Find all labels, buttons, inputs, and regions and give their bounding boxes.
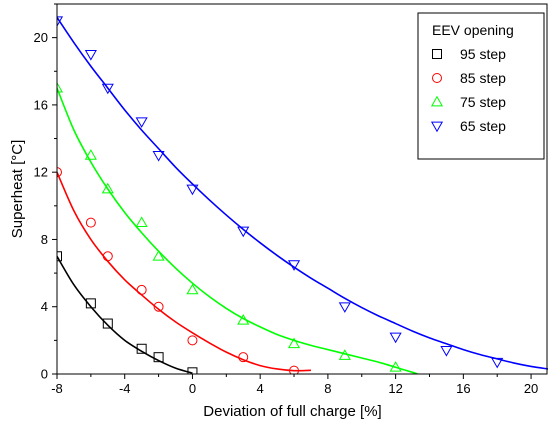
data-point-65-step-8 (338, 302, 351, 313)
data-area (57, 16, 548, 374)
fit-curve-65-step (57, 17, 548, 370)
data-point-65-step-0 (57, 16, 64, 28)
y-axis-title: Superheat [°C] (9, 140, 26, 239)
data-point-75-step-1 (84, 149, 97, 160)
series-85-step (57, 167, 311, 374)
data-point-85-step-4 (153, 301, 164, 312)
x-tick-label-3: 4 (257, 381, 264, 396)
data-point-65-step-9 (389, 332, 402, 344)
y-tick-label-1: 4 (41, 299, 48, 314)
axes-layer: -8 -4 0 4 8 12 16 20 0 4 8 12 16 20 Deviation of full … (9, 3, 548, 420)
data-point-65-step-7 (287, 260, 301, 271)
x-tick-label-7: 20 (524, 381, 538, 396)
data-point-65-step-2 (101, 83, 114, 95)
data-point-75-step-9 (389, 361, 402, 372)
data-point-75-step-0 (57, 81, 64, 93)
fit-curve-75-step (57, 87, 418, 374)
data-point-75-step-2 (101, 182, 114, 194)
data-point-85-step-1 (85, 217, 96, 228)
data-point-65-step-6 (237, 226, 250, 238)
data-point-85-step-2 (102, 251, 113, 262)
x-axis-title: Deviation of full charge [%] (203, 403, 381, 420)
data-point-95-step-4 (153, 352, 164, 363)
plot-layer (57, 16, 548, 374)
y-tick-label-4: 16 (34, 97, 48, 112)
y-tick-label-3: 12 (34, 165, 48, 180)
y-tick-label-0: 0 (41, 367, 48, 382)
series-95-step (57, 251, 198, 374)
legend: EEV opening 95 step 85 step 75 step 65 step (417, 12, 545, 160)
legend-label-3: 65 step (460, 118, 506, 134)
data-point-95-step-0 (57, 251, 62, 262)
series-75-step (57, 81, 418, 374)
data-point-65-step-10 (440, 346, 453, 357)
data-point-75-step-8 (338, 349, 351, 360)
data-point-95-step-5 (187, 367, 198, 374)
y-tick-label-5: 20 (34, 30, 48, 45)
data-point-95-step-3 (136, 343, 147, 354)
data-point-95-step-1 (85, 298, 96, 309)
data-point-65-step-3 (135, 117, 148, 128)
data-point-65-step-11 (491, 357, 504, 369)
legend-marker-1 (432, 73, 442, 83)
data-point-65-step-5 (186, 184, 199, 196)
x-tick-label-5: 12 (388, 381, 402, 396)
data-point-85-step-3 (136, 284, 147, 295)
legend-label-1: 85 step (460, 70, 506, 86)
legend-label-0: 95 step (460, 46, 506, 62)
data-point-75-step-4 (152, 250, 165, 261)
data-point-75-step-7 (287, 337, 301, 349)
legend-box (417, 12, 545, 160)
data-point-75-step-3 (135, 216, 148, 228)
fit-curve-85-step (57, 171, 311, 372)
x-tick-label-2: 0 (189, 381, 196, 396)
data-point-95-step-2 (102, 318, 113, 329)
series-65-step (57, 16, 548, 370)
legend-title: EEV opening (432, 22, 514, 38)
data-point-85-step-7 (289, 365, 300, 374)
x-tick-label-0: -8 (51, 381, 63, 396)
data-point-75-step-6 (237, 313, 250, 325)
x-tick-label-1: -4 (119, 381, 131, 396)
legend-marker-0 (432, 49, 442, 59)
data-point-65-step-1 (84, 50, 97, 61)
data-point-85-step-0 (57, 167, 62, 178)
data-point-75-step-5 (186, 283, 199, 295)
legend-label-2: 75 step (460, 94, 506, 110)
legend-marker-2 (430, 95, 444, 107)
plot-frame (56, 3, 548, 375)
fit-curve-95-step (57, 255, 193, 374)
y-tick-label-2: 8 (41, 232, 48, 247)
data-point-85-step-5 (187, 335, 198, 346)
x-tick-label-6: 16 (456, 381, 470, 396)
x-tick-label-4: 8 (324, 381, 331, 396)
data-point-65-step-4 (152, 150, 165, 162)
data-point-85-step-6 (238, 352, 249, 363)
legend-marker-3 (430, 121, 444, 133)
